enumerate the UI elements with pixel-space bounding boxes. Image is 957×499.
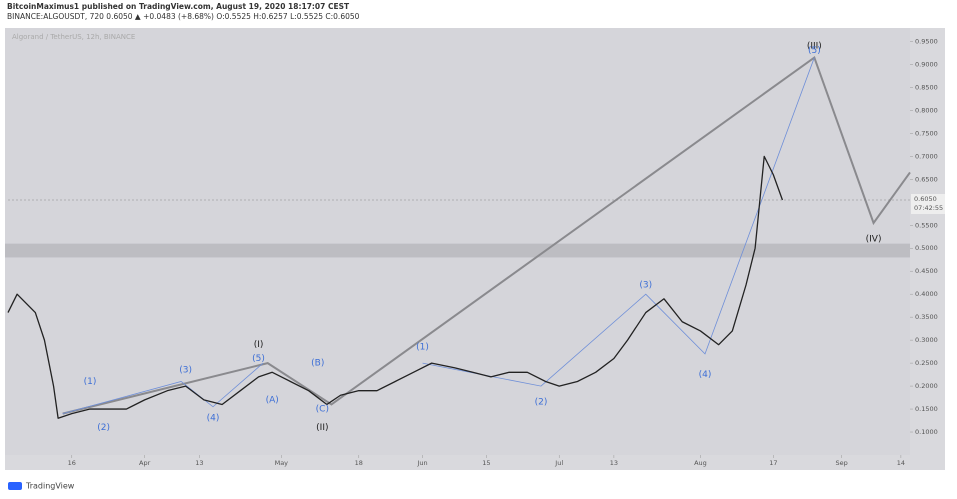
y-tick-label: 0.2500 — [915, 359, 938, 367]
wave-label: (II) — [316, 423, 328, 433]
author-line: BitcoinMaximus1 published on TradingView… — [7, 2, 350, 11]
y-tick-label: 0.9500 — [915, 37, 938, 45]
y-tick-label: 0.5000 — [915, 244, 938, 252]
price-axis — [910, 28, 945, 470]
x-tick-label: Jul — [554, 459, 563, 467]
y-tick-label: 0.8500 — [915, 83, 938, 91]
y-tick-label: 0.7000 — [915, 152, 938, 160]
x-tick-label: 18 — [355, 459, 363, 467]
wave-label: (3) — [639, 281, 652, 291]
x-tick-label: Sep — [836, 459, 848, 467]
last-price-box — [911, 194, 945, 214]
footer-brand: TradingView — [25, 482, 75, 491]
x-tick-label: 17 — [769, 459, 777, 467]
y-tick-label: 0.1000 — [915, 428, 938, 436]
y-tick-label: 0.8000 — [915, 106, 938, 114]
x-tick-label: 16 — [68, 459, 76, 467]
price-line — [7, 155, 784, 419]
y-tick-label: 0.4500 — [915, 267, 938, 275]
last-price-label: 0.6050 — [914, 195, 937, 203]
symbol-line: BINANCE:ALGOUSDT, 720 0.6050 ▲ +0.0483 (… — [7, 12, 360, 21]
chart-title: Algorand / TetherUS, 12h, BINANCE — [12, 33, 135, 41]
time-axis — [5, 455, 945, 470]
y-tick-label: 0.5500 — [915, 221, 938, 229]
wave-label: (III) — [807, 42, 822, 52]
wave-label: (4) — [699, 370, 712, 380]
wave-label: (B) — [311, 359, 324, 369]
support-zone — [5, 243, 910, 258]
y-tick-label: 0.4000 — [915, 290, 938, 298]
y-tick-label: 0.6500 — [915, 175, 938, 183]
wave-label: (2) — [535, 398, 548, 408]
x-tick-label: 13 — [610, 459, 618, 467]
y-tick-label: 0.2000 — [915, 382, 938, 390]
y-tick-label: 0.1500 — [915, 405, 938, 413]
countdown: 07:42:55 — [914, 204, 943, 212]
x-tick-label: 13 — [195, 459, 203, 467]
wave-line — [422, 57, 815, 387]
wave-label: (2) — [97, 423, 110, 433]
wave-label: (3) — [179, 366, 192, 376]
wave-label: (A) — [266, 395, 279, 405]
wave-label: (4) — [207, 414, 220, 424]
wave-line — [62, 55, 911, 415]
x-tick-label: May — [275, 459, 289, 467]
logo — [8, 482, 22, 490]
wave-label: (IV) — [866, 235, 882, 245]
wave-label: (C) — [316, 405, 329, 415]
wave-label: (5) — [252, 354, 265, 364]
y-tick-label: 0.3500 — [915, 313, 938, 321]
wave-label: (1) — [84, 377, 97, 387]
wave-label: (1) — [416, 343, 429, 353]
x-tick-label: Aug — [694, 459, 707, 467]
y-tick-label: 0.3000 — [915, 336, 938, 344]
wave-label: (I) — [254, 340, 264, 350]
y-tick-label: 0.9000 — [915, 60, 938, 68]
x-tick-label: 15 — [482, 459, 490, 467]
wave-label: (5) — [808, 46, 821, 56]
y-tick-label: 0.7500 — [915, 129, 938, 137]
x-tick-label: 14 — [897, 459, 905, 467]
x-tick-label: Jun — [416, 459, 427, 467]
x-tick-label: Apr — [139, 459, 151, 467]
